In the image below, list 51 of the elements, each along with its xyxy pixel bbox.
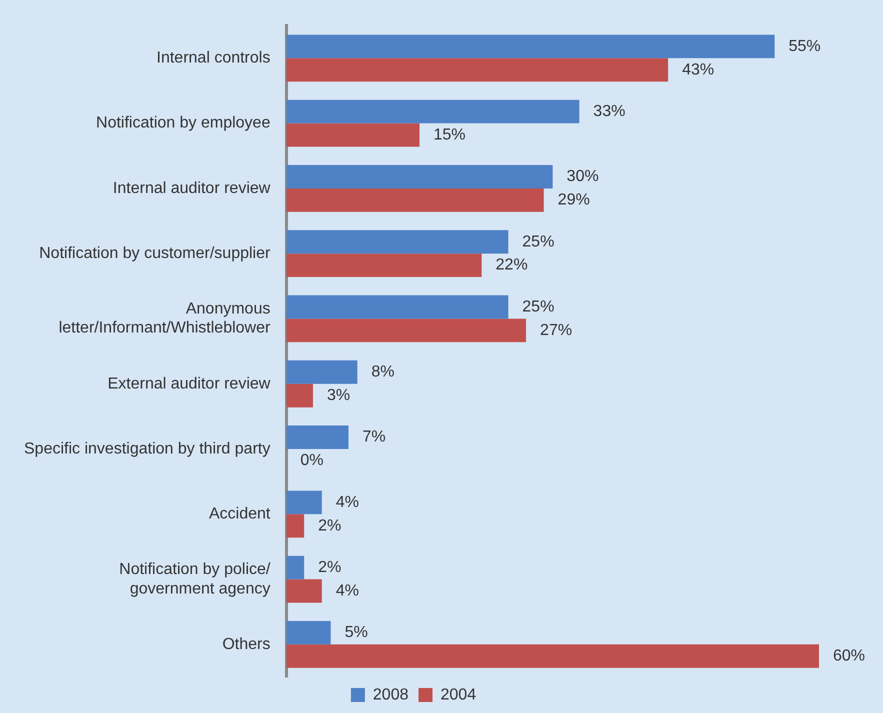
data-label: 27% (540, 322, 572, 339)
data-label: 30% (566, 168, 599, 186)
bar (286, 188, 544, 212)
y-tick-label: Specific investigation by third party (24, 440, 270, 458)
data-label: 33% (593, 102, 626, 120)
bar (286, 426, 348, 450)
bar (286, 254, 482, 278)
y-tick-label: Anonymous letter/Informant/Whistleblower (58, 300, 272, 337)
bar (286, 579, 322, 603)
y-tick-label: Notification by employee (96, 114, 270, 132)
data-label: 29% (558, 192, 590, 209)
legend-label: 2004 (440, 686, 476, 704)
data-label: 4% (336, 494, 359, 511)
data-label: 5% (344, 624, 368, 642)
bar (286, 100, 580, 124)
bar (286, 360, 358, 384)
bar (286, 514, 304, 538)
data-label: 25% (522, 298, 554, 316)
bar (286, 34, 775, 58)
bar (286, 123, 420, 147)
y-tick-label: Accident (208, 506, 271, 523)
data-label: 43% (682, 61, 714, 78)
y-tick-label: Notification by customer/supplier (39, 244, 272, 262)
bar (286, 58, 668, 82)
data-label: 3% (326, 387, 350, 404)
data-label: 55% (788, 38, 821, 55)
data-label: 25% (522, 233, 554, 250)
bar (286, 384, 313, 408)
bar (286, 644, 819, 668)
y-tick-label: Internal auditor review (112, 180, 271, 197)
data-label: 8% (371, 364, 394, 381)
data-label: 4% (336, 582, 359, 600)
bar (286, 490, 322, 514)
data-label: 7% (362, 428, 386, 446)
data-label: 22% (496, 256, 528, 274)
y-tick-label: Notification by police/ government agency (119, 561, 271, 598)
data-label: 2% (318, 517, 342, 534)
bar (286, 556, 304, 580)
bar (286, 230, 508, 254)
y-tick-label: Internal controls (156, 50, 270, 67)
bar (286, 165, 553, 188)
data-label: 0% (300, 452, 324, 470)
y-tick-label: External auditor review (108, 375, 271, 392)
bar (286, 295, 508, 319)
data-label: 15% (434, 126, 466, 144)
y-tick-label: Others (222, 636, 270, 653)
legend-label: 2008 (372, 686, 409, 704)
bar (286, 620, 331, 644)
data-label: 60% (833, 648, 866, 665)
bar (286, 318, 526, 342)
data-label: 2% (318, 558, 342, 576)
